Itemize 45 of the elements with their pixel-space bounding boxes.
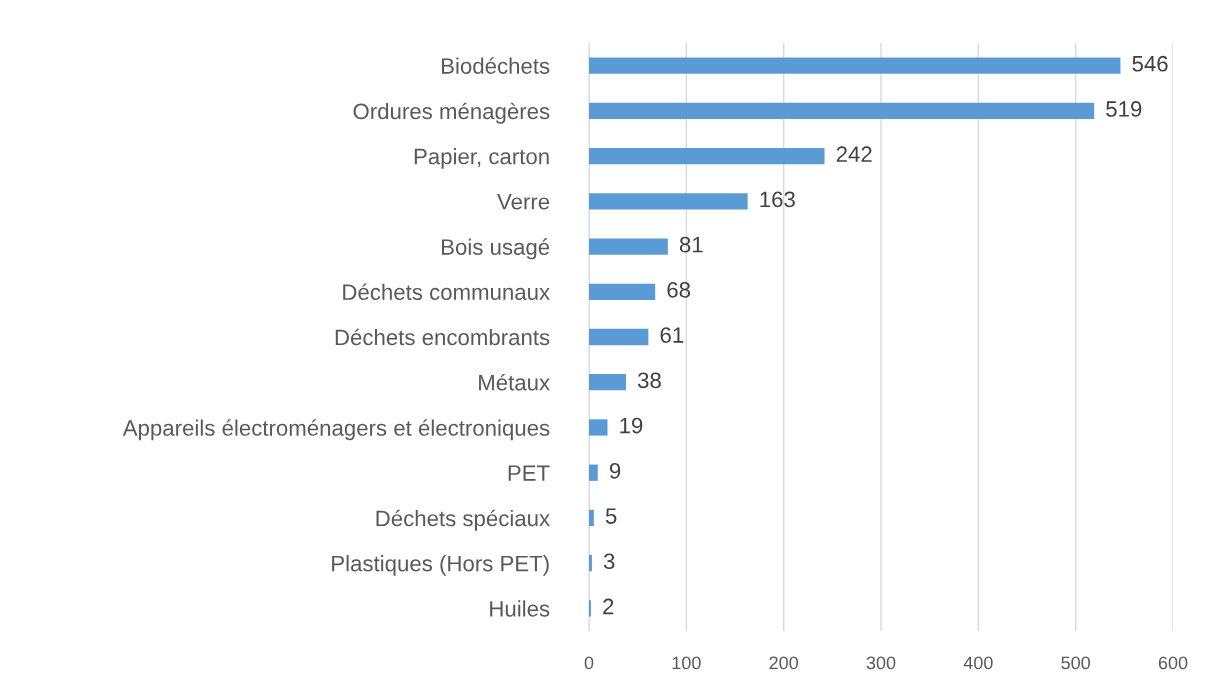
- bar: [589, 509, 594, 527]
- x-tick-label: 400: [963, 656, 993, 670]
- x-tick-label: 300: [866, 656, 896, 670]
- bar: [589, 464, 598, 481]
- x-tick-label: 200: [769, 656, 799, 670]
- bar: [589, 374, 626, 391]
- data-label: 68: [667, 282, 691, 298]
- x-tick-label: 500: [1061, 656, 1091, 670]
- y-tick-label: Papier, carton: [414, 148, 549, 169]
- bar: [589, 283, 656, 300]
- x-tick-label: 100: [672, 656, 701, 670]
- y-tick-label: Ordures ménagères: [353, 102, 550, 124]
- data-label: 19: [620, 417, 643, 434]
- bar: [589, 419, 608, 436]
- data-label: 519: [1106, 101, 1142, 117]
- x-tick-label: 0: [584, 656, 594, 670]
- data-label: 38: [637, 372, 661, 389]
- y-tick-label: Déchets spéciaux: [376, 509, 550, 531]
- y-tick-label: Bois usagé: [441, 238, 550, 260]
- y-tick-label: PET: [508, 465, 550, 481]
- data-label: 9: [609, 462, 621, 479]
- y-tick-label: Métaux: [479, 373, 550, 391]
- y-tick-label: Déchets encombrants: [335, 328, 550, 346]
- y-tick-label: Biodéchets: [441, 57, 550, 74]
- data-label: 2: [603, 598, 614, 615]
- y-tick-label: Verre: [497, 194, 550, 210]
- data-label: 61: [660, 327, 684, 343]
- bar: [589, 102, 1095, 119]
- y-tick-label: Déchets communaux: [343, 283, 550, 301]
- data-label: 163: [760, 191, 795, 208]
- x-tick-label: 600: [1158, 656, 1188, 670]
- y-tick-label: Plastiques (Hors PET): [332, 555, 549, 576]
- y-tick-label: Appareils électroménagers et électroniques: [122, 419, 550, 441]
- bar: [589, 193, 748, 210]
- bar: [589, 238, 668, 255]
- bar: [589, 57, 1121, 74]
- bar: [589, 147, 825, 165]
- data-label: 3: [603, 553, 615, 570]
- bar: [589, 328, 649, 346]
- data-label: 242: [836, 146, 872, 162]
- bar: [589, 555, 592, 572]
- data-label: 546: [1132, 55, 1168, 72]
- y-tick-label: Huiles: [490, 600, 550, 617]
- data-label: 81: [679, 236, 703, 253]
- data-label: 5: [605, 508, 617, 524]
